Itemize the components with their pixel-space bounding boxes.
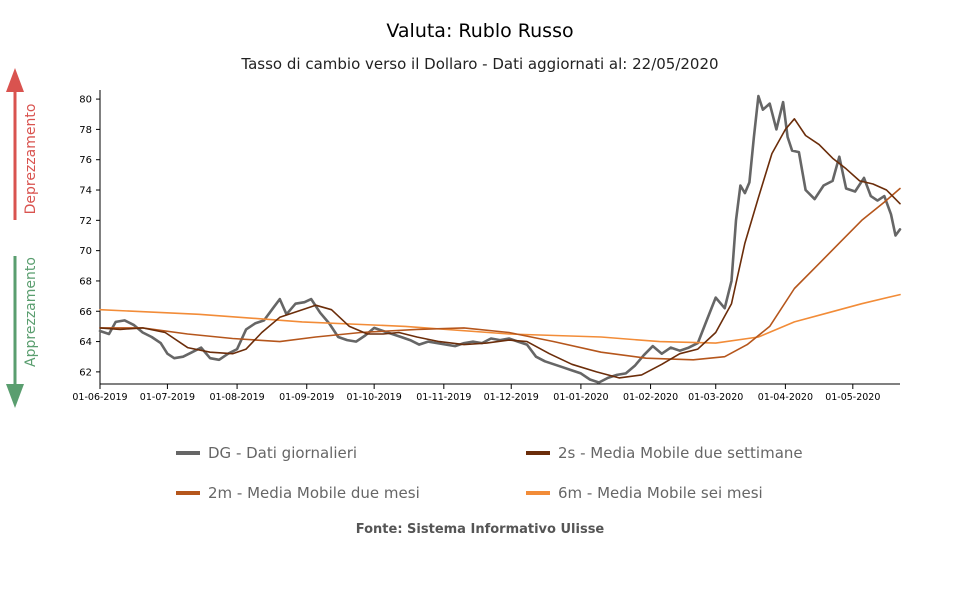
legend-item-dg: DG - Dati giornalieri bbox=[176, 444, 357, 462]
deprezzamento-label: Deprezzamento bbox=[23, 103, 39, 215]
x-tick-label: 01-09-2019 bbox=[279, 392, 334, 403]
x-tick-label: 01-08-2019 bbox=[209, 392, 264, 403]
x-tick-label: 01-01-2020 bbox=[553, 392, 608, 403]
y-tick-label: 72 bbox=[79, 216, 92, 227]
legend-label-2s: 2s - Media Mobile due settimane bbox=[558, 444, 803, 462]
y-tick-label: 78 bbox=[79, 125, 92, 136]
legend-item-2m: 2m - Media Mobile due mesi bbox=[176, 484, 420, 502]
chart-title: Valuta: Rublo Russo bbox=[386, 20, 574, 42]
y-tick-label: 68 bbox=[79, 276, 92, 287]
series-line-2 bbox=[99, 187, 901, 361]
legend-item-2s: 2s - Media Mobile due settimane bbox=[526, 444, 803, 462]
y-tick-label: 70 bbox=[79, 246, 92, 257]
x-tick-label: 01-10-2019 bbox=[347, 392, 402, 403]
chart-legend: DG - Dati giornalieri 2s - Media Mobile … bbox=[0, 440, 960, 520]
apprezzamento-arrow-head bbox=[6, 384, 24, 408]
legend-swatch-6m bbox=[526, 491, 550, 495]
legend-swatch-2m bbox=[176, 491, 200, 495]
series-line-1 bbox=[99, 118, 901, 379]
deprezzamento-arrow-head bbox=[6, 68, 24, 92]
direction-arrows bbox=[6, 68, 24, 408]
apprezzamento-label: Apprezzamento bbox=[23, 257, 39, 367]
legend-swatch-2s bbox=[526, 451, 550, 455]
legend-label-2m: 2m - Media Mobile due mesi bbox=[208, 484, 420, 502]
y-tick-label: 80 bbox=[79, 95, 92, 106]
y-tick-label: 76 bbox=[79, 155, 92, 166]
chart-series bbox=[98, 94, 902, 384]
x-tick-label: 01-12-2019 bbox=[484, 392, 539, 403]
chart-subtitle: Tasso di cambio verso il Dollaro - Dati … bbox=[241, 55, 719, 73]
x-tick-label: 01-07-2019 bbox=[140, 392, 195, 403]
x-tick-label: 01-02-2020 bbox=[623, 392, 678, 403]
x-tick-label: 01-06-2019 bbox=[72, 392, 127, 403]
legend-swatch-dg bbox=[176, 451, 200, 455]
chart-axes: 62 64 66 68 70 72 74 76 78 80 01-06-2019 01-07-2019… bbox=[72, 90, 900, 403]
x-tick-label: 01-11-2019 bbox=[416, 392, 471, 403]
legend-label-6m: 6m - Media Mobile sei mesi bbox=[558, 484, 763, 502]
legend-item-6m: 6m - Media Mobile sei mesi bbox=[526, 484, 763, 502]
source-note: Fonte: Sistema Informativo Ulisse bbox=[355, 522, 605, 537]
series-line-3 bbox=[99, 293, 901, 344]
y-tick-label: 62 bbox=[79, 367, 92, 378]
y-tick-label: 66 bbox=[79, 307, 92, 318]
x-tick-label: 01-04-2020 bbox=[758, 392, 813, 403]
x-tick-label: 01-03-2020 bbox=[688, 392, 743, 403]
line-chart: 62 64 66 68 70 72 74 76 78 80 01-06-2019 01-07-2019… bbox=[6, 68, 902, 408]
legend-label-dg: DG - Dati giornalieri bbox=[208, 444, 358, 462]
x-tick-label: 01-05-2020 bbox=[825, 392, 880, 403]
y-tick-label: 74 bbox=[79, 186, 92, 197]
y-tick-label: 64 bbox=[79, 337, 92, 348]
